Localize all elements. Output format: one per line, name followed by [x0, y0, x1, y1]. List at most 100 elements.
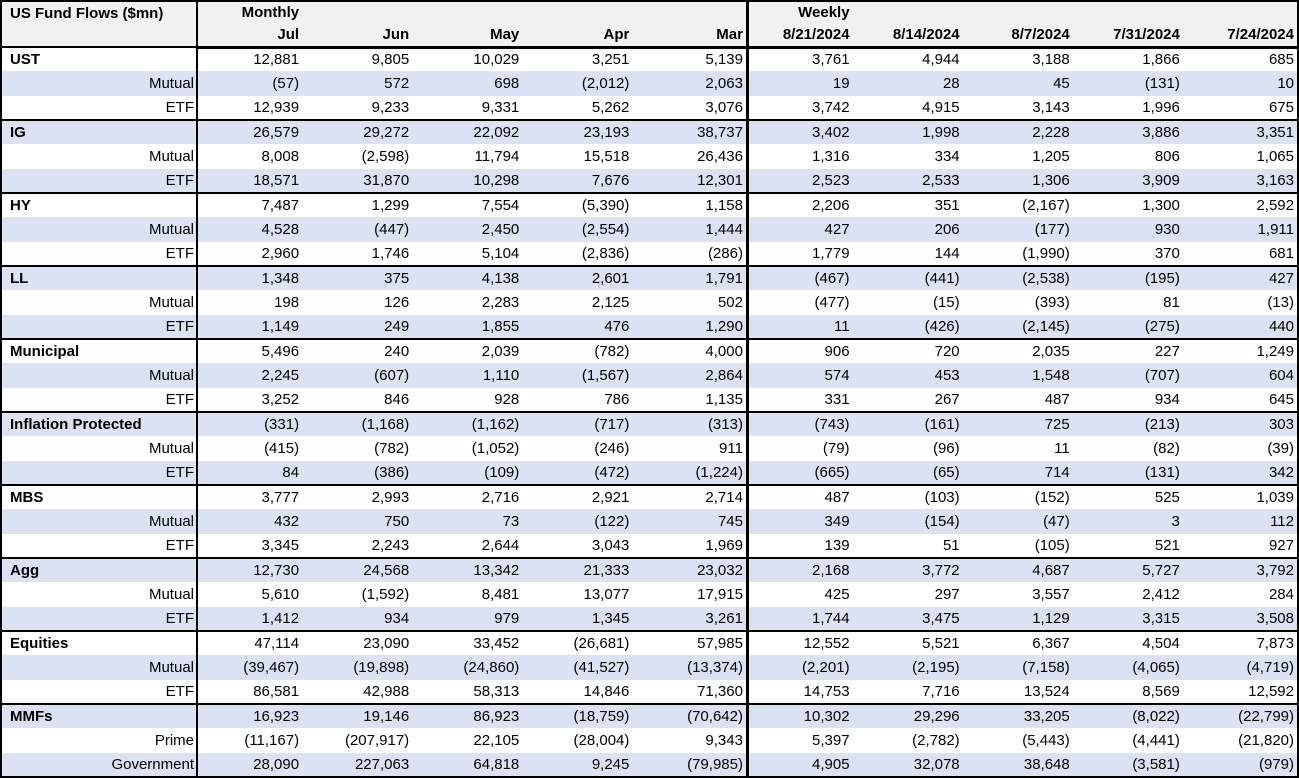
cell-value: (15) — [932, 293, 960, 311]
cell-value: (246) — [594, 439, 630, 457]
cell-value: 33,452 — [417, 629, 528, 656]
sub-row-agg-mutual: Mutual 5,610 (1,592) 8,481 13,077 17,915 425 29… — [1, 582, 1298, 607]
cell-value: (70,642) — [637, 702, 748, 729]
cell-value: 3,402 — [745, 118, 858, 145]
cell-value: 2,039 — [417, 337, 528, 364]
cell-value: 5,727 — [1077, 556, 1188, 583]
cell-value: 370 — [1154, 244, 1180, 262]
cell-value: (2,145) — [967, 314, 1078, 339]
cell-value: 32,078 — [857, 752, 968, 777]
cell-value: (441) — [857, 264, 968, 291]
cell-value: 84 — [197, 460, 308, 485]
group-row-equities: Equities 47,114 23,090 33,452 (26,681) 57,985… — [1, 629, 1298, 656]
cell-value: (1,567) — [527, 363, 638, 388]
row-label: ETF — [1, 95, 198, 120]
cell-value: 427 — [1187, 264, 1298, 291]
cell-value: 1,205 — [1032, 147, 1070, 165]
cell-value: (2,012) — [527, 71, 638, 96]
cell-value: 928 — [494, 390, 520, 408]
cell-value: (39) — [1267, 439, 1294, 457]
cell-value: 1,444 — [637, 217, 748, 242]
cell-value: 432 — [197, 509, 308, 534]
cell-value: 1,135 — [705, 390, 743, 408]
cell-value: (213) — [1077, 410, 1188, 437]
cell-value: (18,759) — [527, 702, 638, 729]
cell-value: 2,412 — [1142, 585, 1180, 603]
cell-value: 604 — [1187, 363, 1298, 388]
cell-value: (1,168) — [307, 410, 418, 437]
cell-value: 198 — [274, 293, 300, 311]
cell-value: 3,508 — [1187, 606, 1298, 631]
cell-value: 8,481 — [481, 585, 520, 603]
monthly-section-label: Monthly — [197, 1, 308, 23]
cell-value: 5,610 — [261, 585, 300, 603]
cell-value: 487 — [745, 483, 858, 510]
cell-value: (24,860) — [417, 655, 528, 680]
cell-value: 2,601 — [527, 264, 638, 291]
cell-value: 12,881 — [197, 45, 308, 72]
cell-value: 5,139 — [637, 45, 748, 72]
cell-value: 21,333 — [527, 556, 638, 583]
cell-value: (5,443) — [1022, 731, 1070, 749]
cell-value: 3,252 — [261, 390, 300, 408]
cell-value: 26,436 — [697, 147, 743, 165]
row-label: Mutual — [1, 436, 198, 461]
cell-value: (2,167) — [967, 191, 1078, 218]
cell-value: 979 — [417, 606, 528, 631]
column-header-7-24-2024: 7/24/2024 — [1187, 23, 1298, 49]
column-header-8-21-2024: 8/21/2024 — [745, 23, 858, 49]
cell-value: 2,450 — [417, 217, 528, 242]
cell-value: (161) — [857, 410, 968, 437]
cell-value: 297 — [934, 585, 960, 603]
cell-value: 9,245 — [527, 752, 638, 777]
cell-value: 934 — [307, 606, 418, 631]
cell-value: 51 — [942, 536, 960, 554]
cell-value: 3,742 — [745, 95, 858, 120]
cell-value: 3,792 — [1187, 556, 1298, 583]
cell-value: 1,412 — [197, 606, 308, 631]
cell-value: 57,985 — [637, 629, 748, 656]
row-label: ETF — [1, 314, 198, 339]
cell-value: 3,475 — [857, 606, 968, 631]
header-spacer — [1077, 1, 1188, 23]
cell-value: 725 — [967, 410, 1078, 437]
cell-value: (386) — [307, 460, 418, 485]
sub-row-inflation-protected-etf: ETF 84 (386) (109) (472) (1,224) (665) (65) 714(… — [1, 460, 1298, 485]
cell-value: 1,300 — [1077, 191, 1188, 218]
cell-value: 11 — [1054, 439, 1070, 457]
cell-value: 42,988 — [363, 682, 410, 700]
row-label: ETF — [1, 460, 198, 485]
group-row-ll: LL 1,348 375 4,138 2,601 1,791 (467) (441) (2,53… — [1, 264, 1298, 291]
cell-value: 786 — [604, 390, 630, 408]
row-label: Agg — [1, 556, 198, 583]
cell-value: (79) — [745, 436, 858, 461]
cell-value: 7,873 — [1187, 629, 1298, 656]
header-spacer — [307, 1, 418, 23]
sub-row-municipal-mutual: Mutual 2,245 (607) 1,110 (1,567) 2,864 574 453 1… — [1, 363, 1298, 388]
cell-value: (717) — [527, 410, 638, 437]
cell-value: 342 — [1187, 460, 1298, 485]
column-header-jul: Jul — [197, 23, 308, 49]
cell-value: 7,554 — [417, 191, 528, 218]
cell-value: 19 — [745, 71, 858, 96]
cell-value: 29,272 — [307, 118, 418, 145]
cell-value: 714 — [967, 460, 1078, 485]
sub-row-equities-mutual: Mutual (39,467) (19,898) (24,860) (41,527) (1… — [1, 655, 1298, 680]
cell-value: 12,592 — [1248, 682, 1294, 700]
cell-value: 2,063 — [637, 71, 748, 96]
cell-value: 11,794 — [474, 147, 520, 165]
sub-row-mmfs-government: Government 28,090 227,063 64,818 9,245 (79,98… — [1, 752, 1298, 777]
cell-value: 1,129 — [967, 606, 1078, 631]
cell-value: 3,315 — [1077, 606, 1188, 631]
row-label: Government — [1, 752, 198, 777]
cell-value: 1,249 — [1187, 337, 1298, 364]
cell-value: 425 — [745, 582, 858, 607]
cell-value: 2,283 — [481, 293, 520, 311]
cell-value: (607) — [307, 363, 418, 388]
sub-row-hy-etf: ETF 2,960 1,746 5,104 (2,836) (286) 1,779 144 (1… — [1, 241, 1298, 266]
cell-value: (426) — [857, 314, 968, 339]
header-spacer — [637, 1, 748, 23]
cell-value: 3,188 — [967, 45, 1078, 72]
cell-value: 139 — [745, 533, 858, 558]
cell-value: 227,063 — [307, 752, 418, 777]
